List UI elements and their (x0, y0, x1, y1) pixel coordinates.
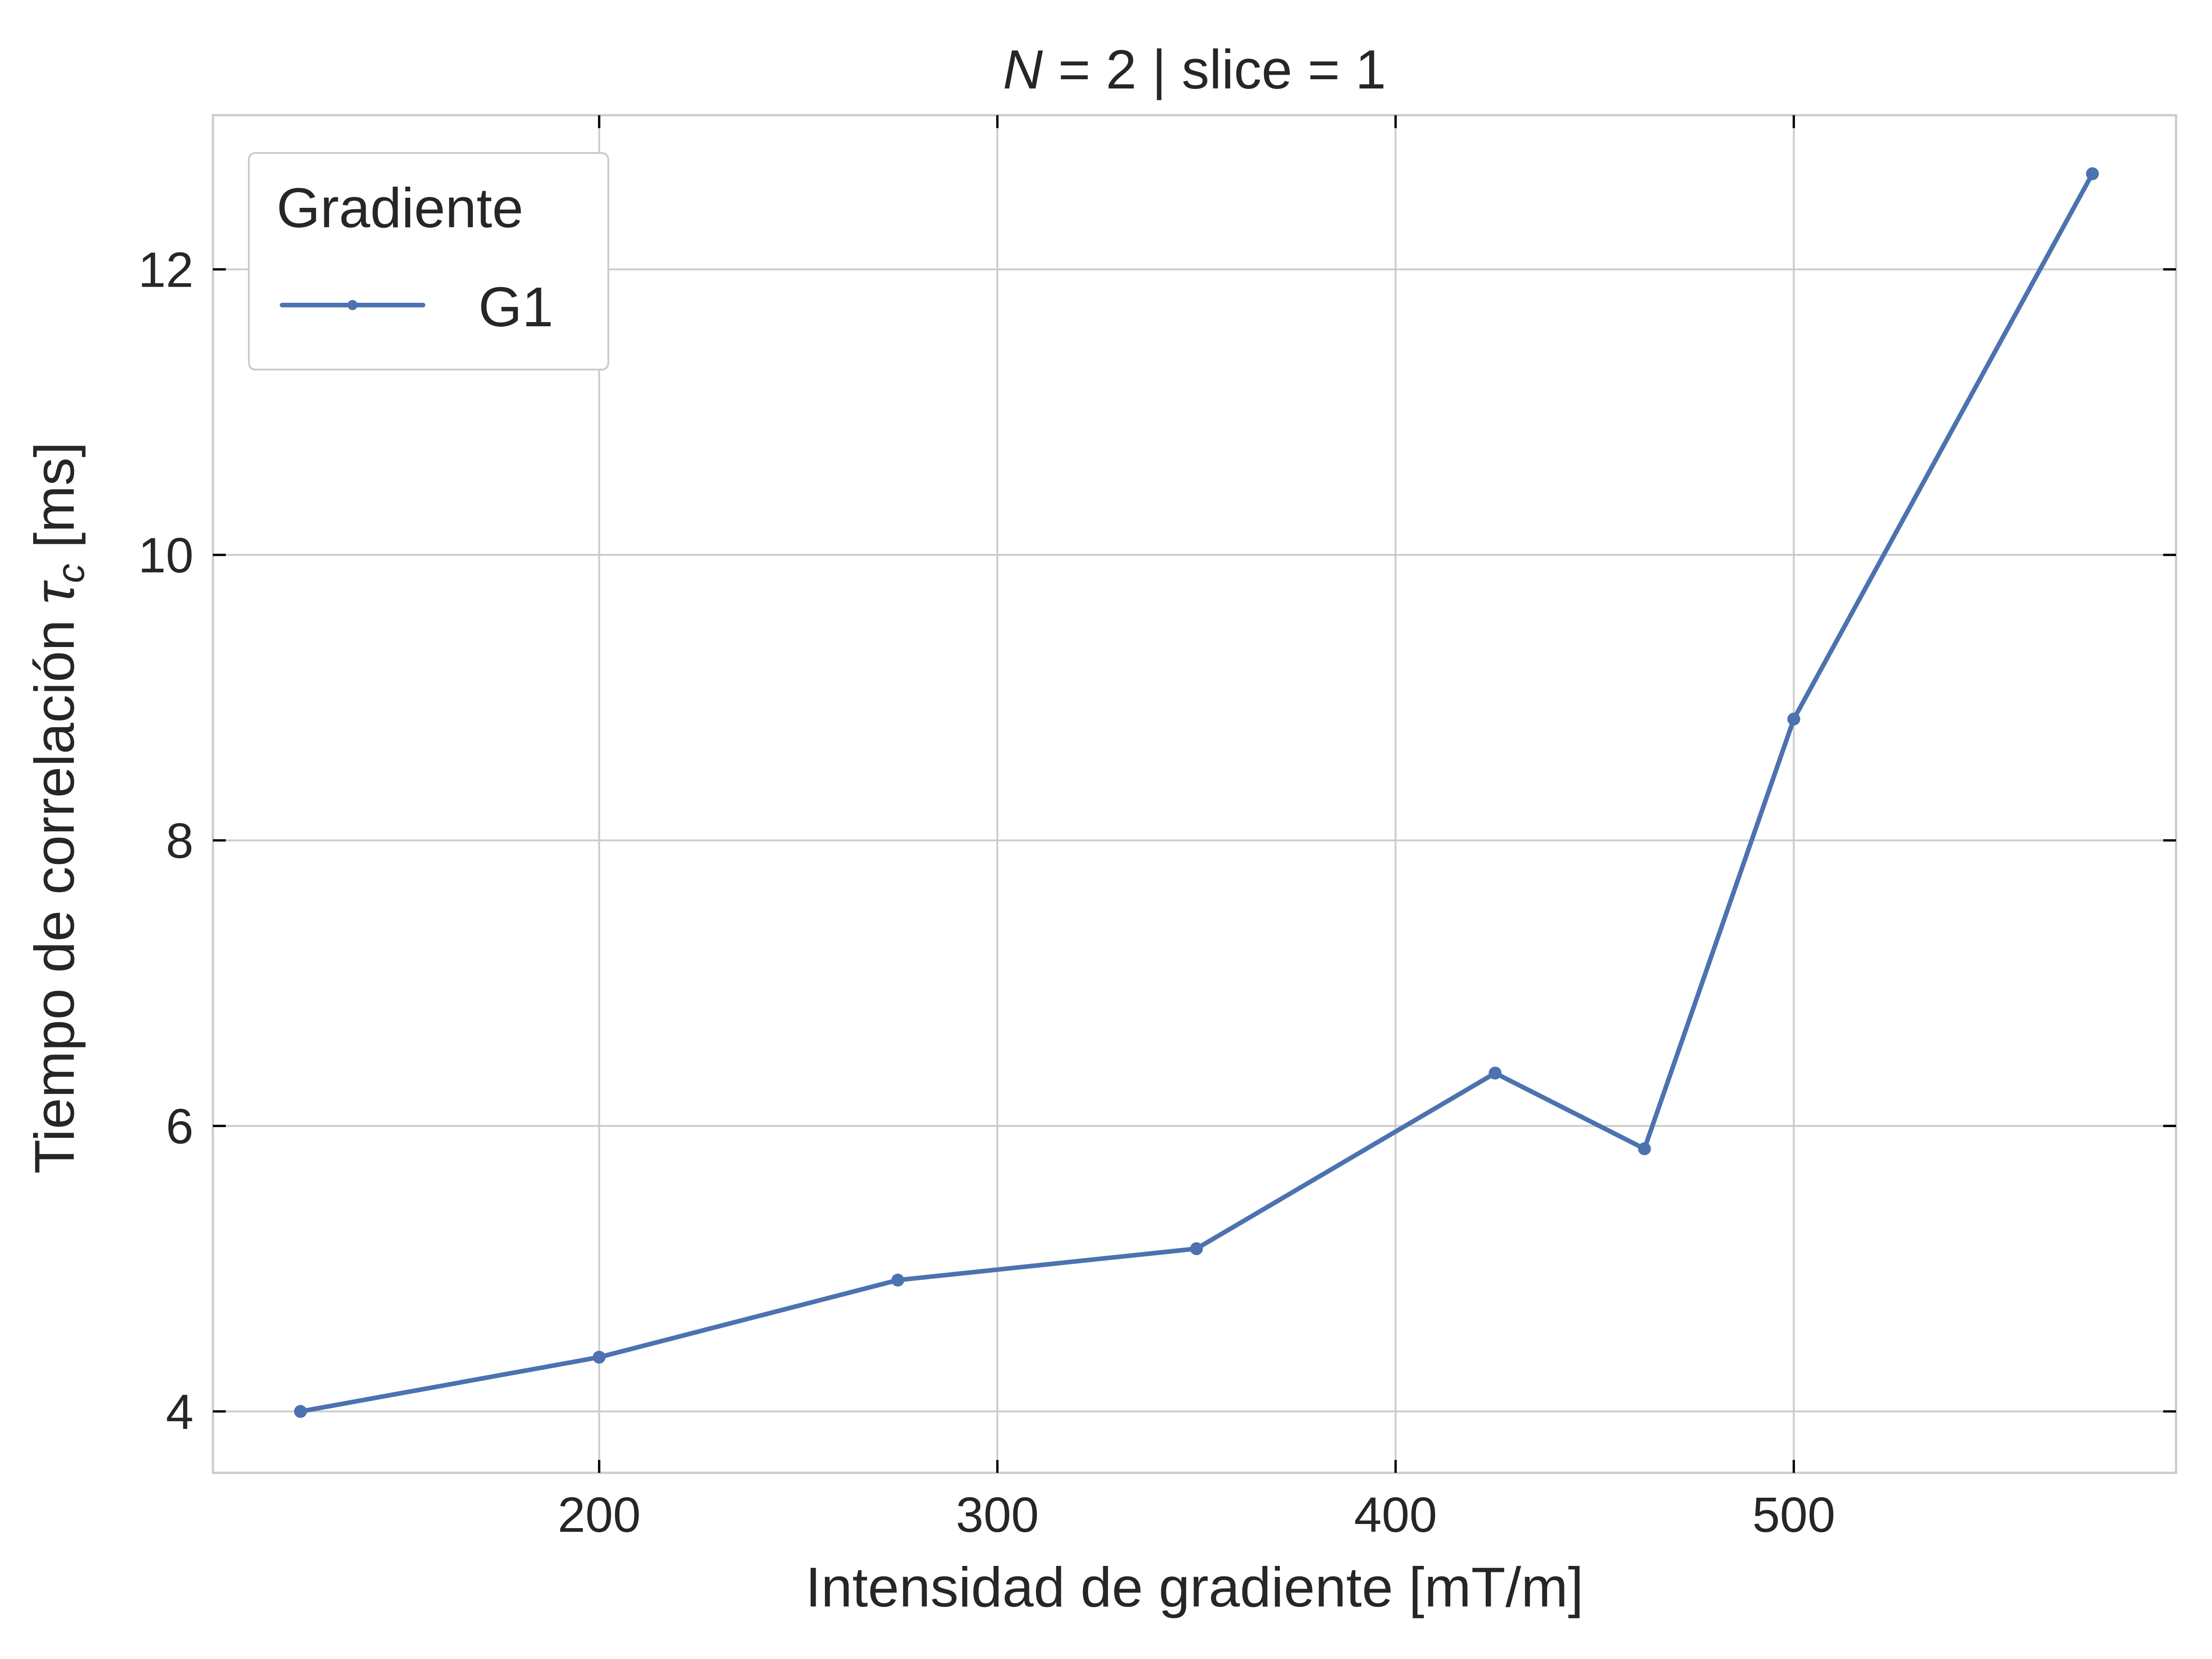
y-tick-label: 8 (166, 813, 194, 869)
data-point (891, 1273, 905, 1287)
y-tick-label: 12 (138, 242, 194, 298)
legend-label-g1: G1 (478, 276, 553, 338)
data-point (294, 1405, 307, 1418)
legend: Gradiente G1 (248, 152, 609, 371)
y-axis-label-subscript: c (49, 564, 92, 583)
chart-title-var: N (1003, 39, 1043, 100)
y-axis-label: Tiempo de correlación τc [ms] (23, 442, 92, 1174)
data-point (2086, 167, 2099, 181)
x-tick-label: 200 (558, 1487, 641, 1542)
x-tick-label: 400 (1354, 1487, 1437, 1542)
y-tick-label: 4 (166, 1384, 194, 1440)
x-tick-label: 300 (956, 1487, 1039, 1542)
y-tick-label: 6 (166, 1098, 194, 1154)
series-line-g1 (298, 171, 2095, 1414)
y-axis-label-symbol: τ (23, 580, 86, 604)
y-axis-label-text: Tiempo de correlación (23, 604, 86, 1174)
series-layer (294, 167, 2099, 1418)
legend-title: Gradiente (276, 176, 524, 239)
y-axis-label-unit: [ms] (23, 442, 86, 564)
chart-title: N = 2 | slice = 1 (1003, 39, 1386, 100)
data-point (1787, 712, 1800, 726)
chart-title-rest: = 2 | slice = 1 (1043, 39, 1386, 100)
data-point (593, 1351, 606, 1364)
y-tick-label: 10 (138, 527, 194, 583)
legend-box (248, 152, 609, 371)
plot-frame (212, 114, 2177, 1474)
legend-marker (347, 300, 358, 310)
x-tick-label: 500 (1752, 1487, 1835, 1542)
data-point (1638, 1142, 1651, 1155)
tick-labels: 200 300 400 500 4 6 8 10 12 (138, 242, 1835, 1542)
x-axis-label: Intensidad de gradiente [mT/m] (806, 1556, 1584, 1618)
data-point (1190, 1242, 1203, 1255)
data-point (1488, 1066, 1502, 1080)
axis-ticks (213, 115, 2176, 1473)
